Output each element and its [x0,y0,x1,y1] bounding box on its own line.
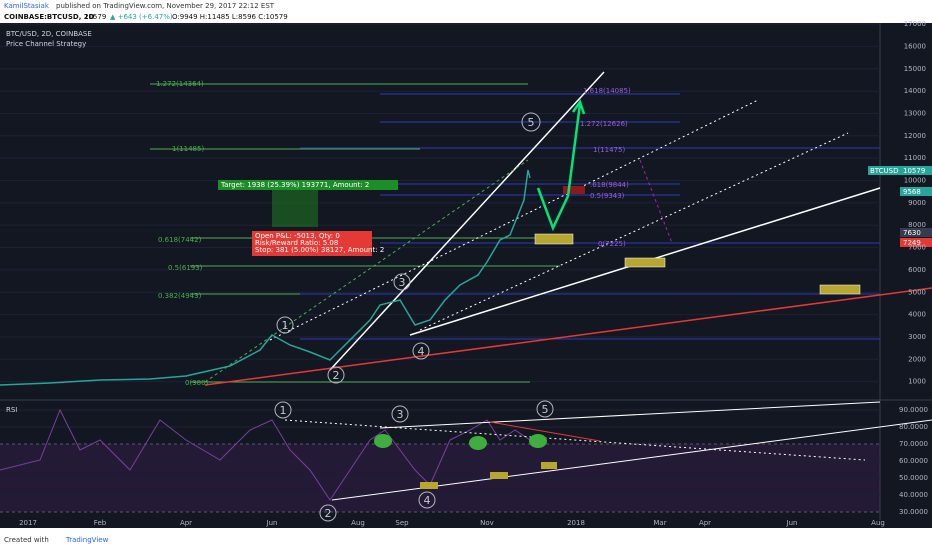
author[interactable]: KamilStasiak [4,2,50,10]
price-tick: 15000 [904,65,926,73]
rsi-marks [374,434,547,450]
published: published on TradingView.com, November 2… [56,2,275,10]
price-tick: 6000 [908,266,926,274]
footer-created: Created with [4,536,49,544]
price-tick: 13000 [904,109,926,117]
target-box [218,180,398,190]
wave: 4 [424,494,431,507]
rsi-tick: 30.0000 [899,508,928,516]
tag: BTCUSD [870,167,899,175]
price-tick: 1000 [908,378,926,386]
tag: 9568 [903,188,921,196]
waves: 1 2 3 4 5 1 2 3 4 5 [274,112,554,522]
open-pnl: Open P&L: -5013, Qty: 0 [255,232,340,240]
stop: Stop: 381 (5.00%) 38127, Amount: 2 [255,246,384,254]
time-label: Aug [351,519,365,527]
price-tick: 4000 [908,311,926,319]
fib: 1(11475) [593,146,625,154]
red-trend [204,287,932,386]
fib-right [300,93,880,340]
tag-bg [900,187,932,196]
fib: 0.5(9343) [590,192,625,200]
fib: 1.272(12626) [580,120,628,128]
price-tick: 11000 [904,154,926,162]
time-label: Jun [266,519,278,527]
price-tick: 2000 [908,355,926,363]
time-label: Nov [480,519,494,527]
footer-brand[interactable]: TradingView [65,536,109,544]
risk-reward: Risk/Reward Ratio: 5.08 [255,239,338,247]
price-line [0,169,531,386]
time-label: 2018 [567,519,585,527]
price-tick: 3000 [908,333,926,341]
wave: 1 [282,319,289,332]
fib: 0.618(7442) [158,236,202,244]
time-label: Mar [653,519,666,527]
wave: 5 [542,403,549,416]
time-label: Feb [94,519,107,527]
tag: 7249 [903,239,921,247]
fib: .618(9844) [590,181,629,189]
rsi-tick: 60.0000 [899,457,928,465]
wave: 3 [397,408,404,421]
rsi-title: RSI [6,406,17,414]
strategy: Price Channel Strategy [6,40,86,48]
price-tick: 9000 [908,199,926,207]
price-tick: 7000 [908,244,926,252]
price-tick: 16000 [904,42,926,50]
tag-bg [900,238,932,247]
time-label: Jun [786,519,798,527]
wave: 5 [528,116,535,129]
wave: 3 [399,276,406,289]
fib: 1.618(14085) [583,87,631,95]
target: Target: 1938 (25.39%) 193771, Amount: 2 [220,181,369,189]
time-label: Apr [699,519,711,527]
fib: 1(11485) [172,145,204,153]
fib: 0(7225) [598,240,626,248]
wave: 2 [325,507,332,520]
symbol: COINBASE:BTCUSD, 2D [4,13,95,21]
fib: 0.5(6193) [168,264,203,272]
rsi-tick: 90.0000 [899,406,928,414]
fib: 0(980) [185,379,209,387]
price-tick: 14000 [904,87,926,95]
change: ▲ +643 (+6.47%) [110,13,173,21]
price-tick: 17000 [904,20,926,28]
chart-title: BTC/USD, 2D, COINBASE [6,30,92,38]
rsi-tick: 70.0000 [899,440,928,448]
rsi-tick: 50.0000 [899,474,928,482]
rsi-zones [420,462,557,489]
red-zone [563,186,585,194]
price-tick: 8000 [908,221,926,229]
tag: 7630 [903,229,921,237]
price-tick: 12000 [904,132,926,140]
time-label: 2017 [19,519,37,527]
zones [534,233,861,295]
tag: 10579 [903,167,925,175]
price-tick: 5000 [908,288,926,296]
arrows [536,99,586,232]
wave: 4 [418,345,425,358]
target-zone [272,185,318,227]
dotted-lines [204,99,849,383]
proj [639,159,673,244]
rsi-line [0,408,531,501]
ohlc: O:9949 H:11485 L:8596 C:10579 [172,13,288,21]
fib: 1.272(14364) [156,80,204,88]
stop-box [252,231,372,256]
fib: 0.382(4943) [158,292,202,300]
time-label: Apr [180,519,192,527]
time-label: Sep [395,519,409,527]
last: 10579 [84,13,106,21]
price-tick: 10000 [904,177,926,185]
tag-bg [900,228,932,237]
time-label: Aug [871,519,885,527]
last-tag [868,166,932,175]
wave: 1 [280,404,287,417]
wave: 2 [333,369,340,382]
rsi-tick: 80.0000 [899,423,928,431]
rsi-tick: 40.0000 [899,491,928,499]
